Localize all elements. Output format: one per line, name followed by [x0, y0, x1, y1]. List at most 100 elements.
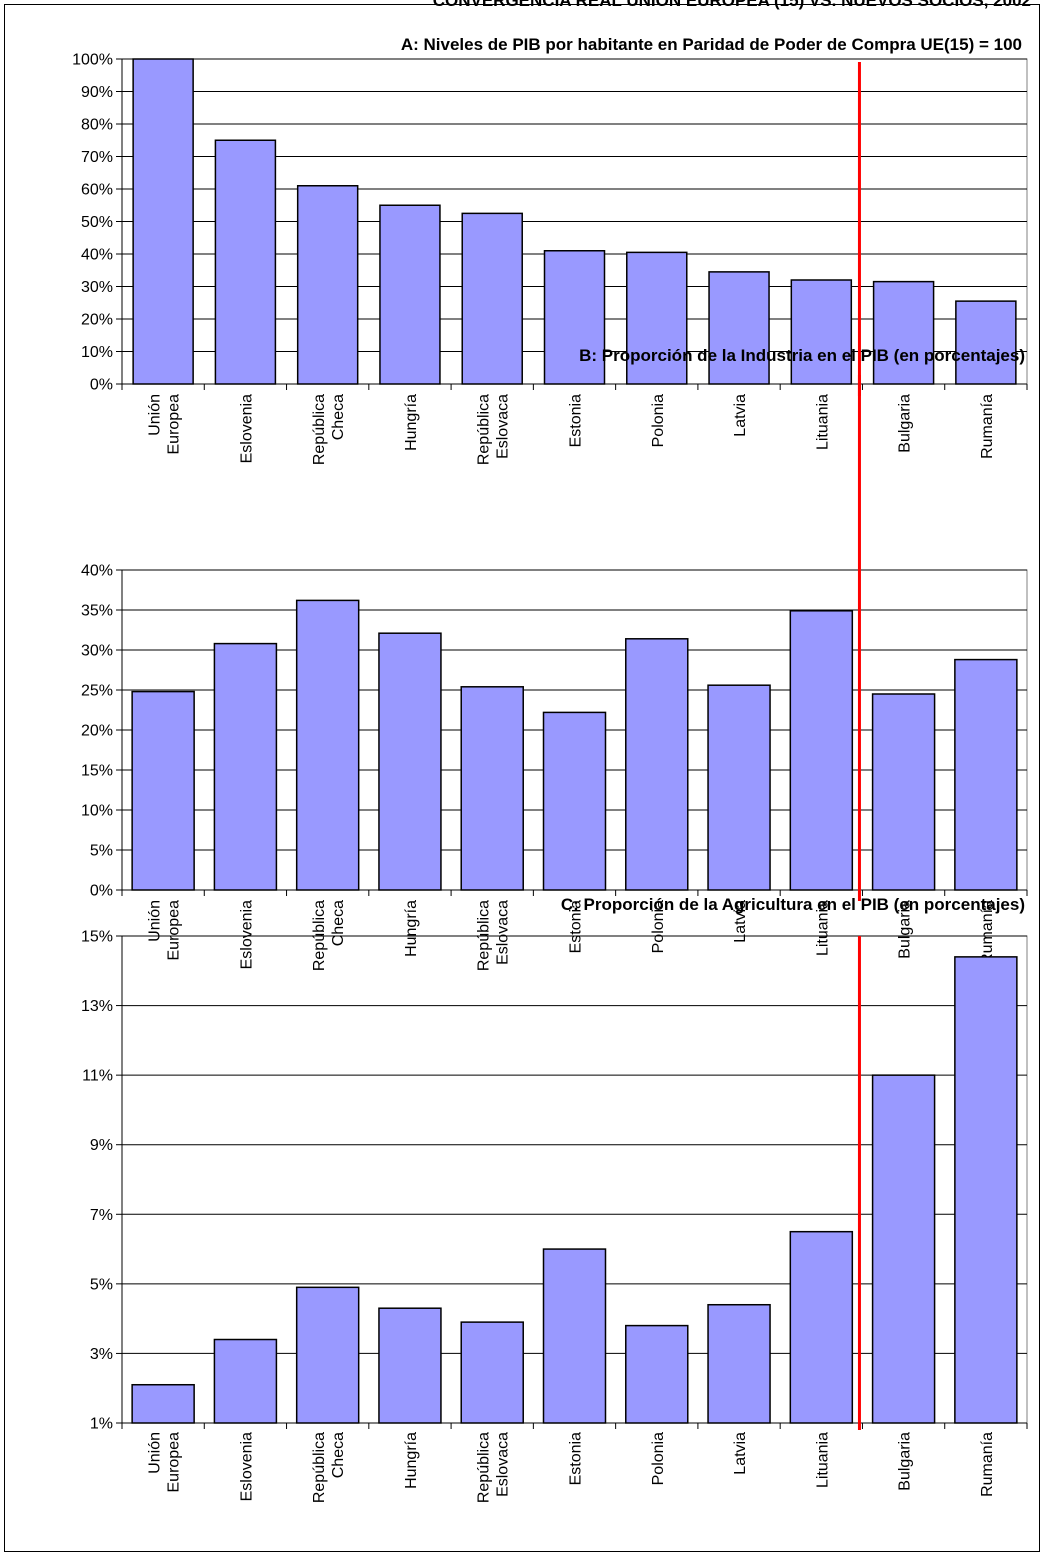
y-tick-label: 11%: [82, 1068, 113, 1085]
x-category-label: Bulgaria: [897, 1432, 914, 1491]
chart-title: B: Proporción de la Industria en el PIB …: [579, 346, 1025, 365]
x-category-label: Estonia: [568, 394, 585, 447]
bar-7: [708, 271, 770, 385]
bar-6: [625, 638, 689, 891]
bar-10: [954, 956, 1018, 1424]
x-category-label: República Eslovaca: [476, 394, 512, 465]
y-tick-label: 0%: [90, 883, 113, 900]
bar-0: [131, 690, 195, 891]
bar-2: [295, 1286, 360, 1424]
bar-8: [790, 279, 853, 385]
x-category-label: Latvia: [732, 1432, 749, 1475]
y-tick-label: 30%: [81, 279, 113, 296]
x-category-label: Hungría: [403, 394, 420, 451]
x-category-label: Rumanía: [979, 900, 996, 965]
bar-4: [461, 212, 523, 385]
y-tick-label: 30%: [81, 643, 113, 660]
y-tick-label: 10%: [81, 803, 113, 820]
x-category-label: Estonia: [568, 900, 585, 953]
x-category-label: Estonia: [568, 1432, 585, 1485]
bar-9: [871, 1074, 936, 1424]
bar-9: [872, 280, 935, 385]
x-category-label: Lituania: [814, 394, 831, 450]
x-category-label: Hungría: [403, 1432, 420, 1489]
bar-3: [378, 632, 442, 891]
bar-3: [378, 1307, 442, 1424]
y-tick-label: 20%: [81, 312, 113, 329]
x-category-label: Unión Europea: [147, 394, 183, 455]
bar-4: [460, 1321, 524, 1424]
bar-6: [625, 1324, 689, 1424]
x-category-label: Rumanía: [979, 394, 996, 459]
page-title: CONVERGENCIA REAL UNIÓN EUROPEA (15) VS.…: [432, 0, 1031, 10]
figure-frame: CONVERGENCIA REAL UNIÓN EUROPEA (15) VS.…: [4, 0, 1040, 1552]
bar-9: [871, 693, 936, 891]
bar-7: [707, 1303, 771, 1424]
x-category-label: Latvia: [732, 394, 749, 437]
chart-title: A: Niveles de PIB por habitante en Parid…: [401, 35, 1022, 54]
x-category-label: República Checa: [311, 1432, 347, 1503]
bar-5: [543, 250, 606, 385]
x-category-label: Hungría: [403, 900, 420, 957]
bar-7: [707, 684, 771, 891]
bar-0: [132, 58, 194, 385]
y-tick-label: 9%: [90, 1137, 113, 1154]
x-category-label: Eslovenia: [238, 1432, 255, 1501]
x-category-label: República Checa: [311, 394, 347, 465]
y-tick-label: 5%: [90, 1276, 113, 1293]
x-category-label: Rumanía: [979, 1432, 996, 1497]
y-tick-label: 15%: [81, 763, 113, 780]
x-category-label: República Eslovaca: [476, 1432, 512, 1503]
bar-4: [460, 686, 524, 891]
y-tick-label: 0%: [90, 377, 113, 394]
x-category-label: Unión Europea: [147, 900, 183, 961]
x-category-label: Bulgaria: [897, 900, 914, 959]
y-tick-label: 5%: [90, 843, 113, 860]
bar-1: [213, 1338, 278, 1424]
x-category-label: Eslovenia: [238, 394, 255, 463]
y-tick-label: 40%: [81, 247, 113, 264]
bar-3: [379, 204, 441, 385]
y-tick-label: 100%: [72, 52, 113, 69]
y-tick-label: 70%: [81, 149, 113, 166]
bar-8: [789, 1230, 854, 1424]
x-category-label: República Checa: [311, 900, 347, 971]
y-tick-label: 40%: [81, 563, 113, 580]
x-category-label: Latvia: [732, 900, 749, 943]
chart-c: C: Proporción de la Agricultura en el PI…: [81, 895, 1028, 1503]
y-tick-label: 90%: [81, 84, 113, 101]
x-category-label: Polonia: [650, 1432, 667, 1485]
x-category-label: Eslovenia: [238, 900, 255, 969]
bar-5: [542, 711, 607, 891]
y-tick-label: 20%: [81, 723, 113, 740]
x-category-label: Polonia: [650, 394, 667, 447]
y-tick-label: 15%: [81, 929, 113, 946]
x-category-label: Bulgaria: [897, 394, 914, 453]
y-tick-label: 80%: [81, 117, 113, 134]
bar-10: [954, 658, 1018, 891]
y-tick-label: 50%: [81, 214, 113, 231]
y-tick-label: 3%: [90, 1346, 113, 1363]
bar-10: [955, 300, 1017, 385]
y-tick-label: 13%: [81, 998, 113, 1015]
bar-2: [296, 185, 359, 385]
x-category-label: Lituania: [814, 1432, 831, 1488]
y-tick-label: 7%: [90, 1207, 113, 1224]
bar-0: [131, 1383, 195, 1424]
chart-title: C: Proporción de la Agricultura en el PI…: [561, 895, 1025, 914]
y-tick-label: 60%: [81, 182, 113, 199]
x-category-label: Lituania: [814, 900, 831, 956]
x-category-label: Polonia: [650, 900, 667, 953]
bar-2: [295, 599, 360, 891]
bar-6: [626, 251, 688, 385]
y-tick-label: 25%: [81, 683, 113, 700]
bar-1: [213, 642, 278, 891]
y-tick-label: 10%: [81, 344, 113, 361]
y-tick-label: 35%: [81, 603, 113, 620]
y-tick-label: 1%: [90, 1416, 113, 1433]
chart-a: A: Niveles de PIB por habitante en Parid…: [72, 35, 1028, 465]
chart-b: B: Proporción de la Industria en el PIB …: [81, 346, 1028, 971]
bar-1: [214, 139, 277, 385]
x-category-label: Unión Europea: [147, 1432, 183, 1493]
